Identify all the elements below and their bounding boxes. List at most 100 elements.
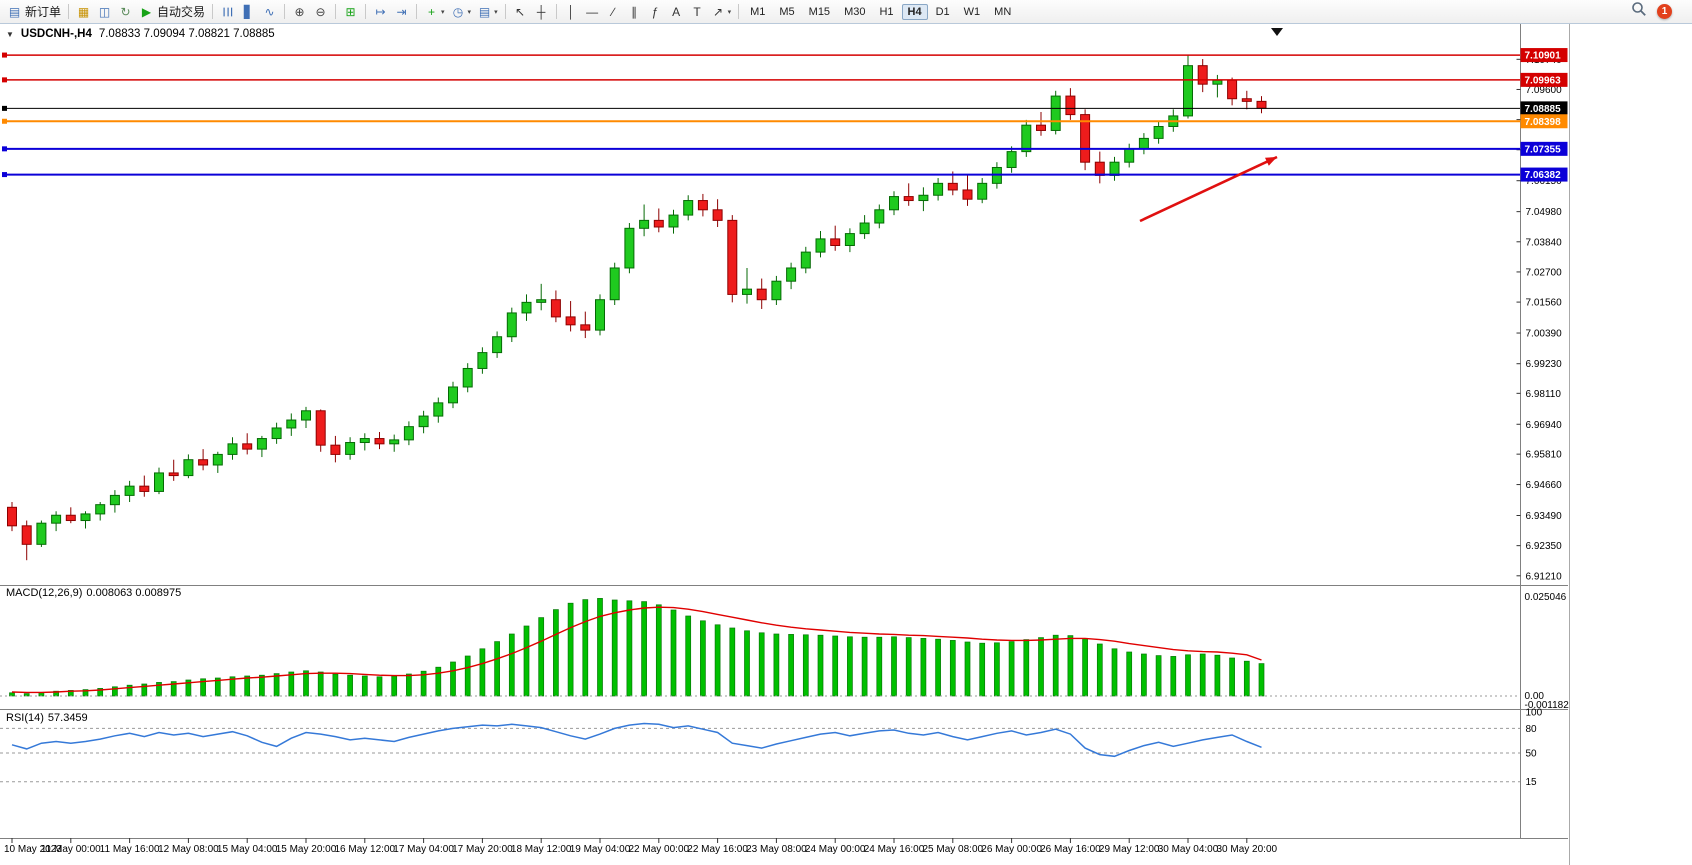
macd-histogram-bar [611, 599, 618, 697]
macd-histogram-bar [626, 600, 633, 697]
macd-histogram-bar [156, 682, 162, 697]
horizontal-line-button[interactable]: — [583, 2, 602, 22]
symbol-period-label: USDCNH-,H4 [20, 28, 92, 40]
cursor-icon: ↖ [515, 4, 526, 19]
level-anchor [2, 77, 7, 83]
crosshair-icon: ┼ [536, 4, 546, 19]
macd-histogram-bar [729, 627, 736, 697]
auto-scroll-button[interactable]: ↦ [371, 2, 390, 22]
trendline-icon: ∕ [612, 4, 615, 19]
time-label: 11 May 00:00 [41, 844, 101, 855]
candlestick-chart-button[interactable]: ▋ [239, 2, 258, 22]
candle-body [256, 438, 267, 450]
trend-arrow-shaft [1139, 155, 1278, 223]
timeframe-mn-button[interactable]: MN [994, 5, 1012, 18]
candle-body [624, 227, 635, 269]
price-tag-label: 7.09963 [1525, 75, 1562, 86]
time-label: 24 May 00:00 [805, 844, 866, 855]
candle-body [359, 438, 370, 444]
candle-body [815, 238, 826, 253]
text-label-button[interactable]: T [688, 2, 707, 22]
channel-button[interactable]: ∥ [625, 2, 644, 22]
time-label: 11 May 16:00 [100, 844, 160, 855]
chart-shift-button[interactable]: ⇥ [392, 2, 411, 22]
timeframe-h1-button[interactable]: H1 [879, 5, 894, 18]
candle-body [903, 196, 914, 202]
macd-histogram-bar [1141, 653, 1147, 697]
macd-histogram-bar [464, 655, 471, 697]
candle-body [800, 251, 811, 269]
time-label: 25 May 08:00 [922, 844, 983, 855]
candle-body [1256, 100, 1267, 109]
time-label: 29 May 12:00 [1099, 844, 1160, 855]
candle-body [462, 367, 473, 388]
arrows-button[interactable]: ↗ ▾ [709, 2, 734, 22]
timeframe-m1-button[interactable]: M1 [750, 5, 766, 18]
candle-body [403, 426, 414, 441]
timeframe-toolbar: M1 M5 M15 M30 H1 H4 D1 W1 MN [734, 3, 1018, 20]
macd-histogram-bar [832, 635, 839, 697]
candle-body [315, 410, 326, 446]
vertical-line-button[interactable]: │ [562, 2, 581, 22]
candle-body [918, 194, 929, 202]
tile-windows-button[interactable]: ⊞ [341, 2, 360, 22]
timeframe-m5-button[interactable]: M5 [779, 5, 795, 18]
candle-body [345, 442, 356, 455]
trendline-button[interactable]: ∕ [604, 2, 623, 22]
crosshair-button[interactable]: ┼ [532, 2, 551, 22]
macd-histogram-bar [1155, 655, 1162, 697]
macd-histogram-bar [406, 673, 412, 697]
macd-histogram-bar [802, 634, 809, 697]
zoom-out-button[interactable]: ⊖ [311, 2, 330, 22]
candle-body [550, 299, 561, 318]
candle-body [95, 504, 106, 515]
refresh-button[interactable]: ↻ [116, 2, 135, 22]
candle-body [830, 238, 841, 246]
level-anchor [2, 172, 7, 178]
trend-arrow-annotation[interactable] [1139, 155, 1278, 223]
macd-axis-max: 0.025046 [1525, 592, 1567, 603]
candle-body [1065, 95, 1076, 116]
macd-histogram-bar [1185, 654, 1191, 697]
new-order-button[interactable]: ▤ 新订单 [5, 2, 63, 22]
search-icon[interactable] [1631, 1, 1647, 22]
bar-chart-button[interactable]: ☰ [218, 2, 237, 22]
new-chart-button[interactable]: ▦ [74, 2, 93, 22]
zoom-in-button[interactable]: ⊕ [290, 2, 309, 22]
candle-body [212, 453, 223, 466]
macd-histogram-bar [1126, 651, 1133, 697]
fibonacci-button[interactable]: ƒ [646, 2, 665, 22]
candle-body [565, 316, 576, 326]
time-label: 22 May 00:00 [628, 844, 689, 855]
macd-histogram-bar [435, 666, 442, 697]
timeframe-m15-button[interactable]: M15 [808, 5, 831, 18]
rsi-axis-label: 100 [1526, 708, 1543, 719]
toolbar-separator [335, 4, 337, 19]
templates-button[interactable]: ▤ ▾ [475, 2, 500, 22]
timeframe-d1-button[interactable]: D1 [935, 5, 950, 18]
chart-shift-marker-icon[interactable] [1271, 28, 1283, 36]
candle-body [771, 280, 782, 301]
candle-body [933, 182, 944, 196]
notification-badge[interactable]: 1 [1657, 4, 1672, 19]
ohlc-values: 7.08833 7.09094 7.08821 7.08885 [98, 28, 275, 40]
price-axis-label: 7.00390 [1526, 329, 1563, 340]
new-order-label: 新订单 [25, 5, 62, 19]
text-button[interactable]: A [667, 2, 686, 22]
chart-canvas[interactable]: 7.107407.096007.084607.073207.061507.049… [0, 24, 1569, 865]
periods-button[interactable]: ◷ ▾ [449, 2, 474, 22]
timeframe-m30-button[interactable]: M30 [844, 5, 866, 18]
macd-histogram-bar [450, 661, 456, 697]
timeframe-h4-button[interactable]: H4 [901, 3, 928, 20]
autotrading-button[interactable]: ▶ 自动交易 [137, 2, 207, 22]
cursor-button[interactable]: ↖ [511, 2, 530, 22]
candle-body [1124, 148, 1135, 163]
time-label: 10 May 2023 [4, 844, 62, 855]
profiles-button[interactable]: ◫ [95, 2, 114, 22]
candle-body [492, 336, 503, 354]
candle-body [374, 438, 385, 445]
timeframe-w1-button[interactable]: W1 [963, 5, 981, 18]
one-click-trading-expand-icon[interactable]: ▼ [6, 29, 14, 39]
line-chart-button[interactable]: ∿ [260, 2, 279, 22]
indicators-button[interactable]: + ▾ [422, 2, 447, 22]
